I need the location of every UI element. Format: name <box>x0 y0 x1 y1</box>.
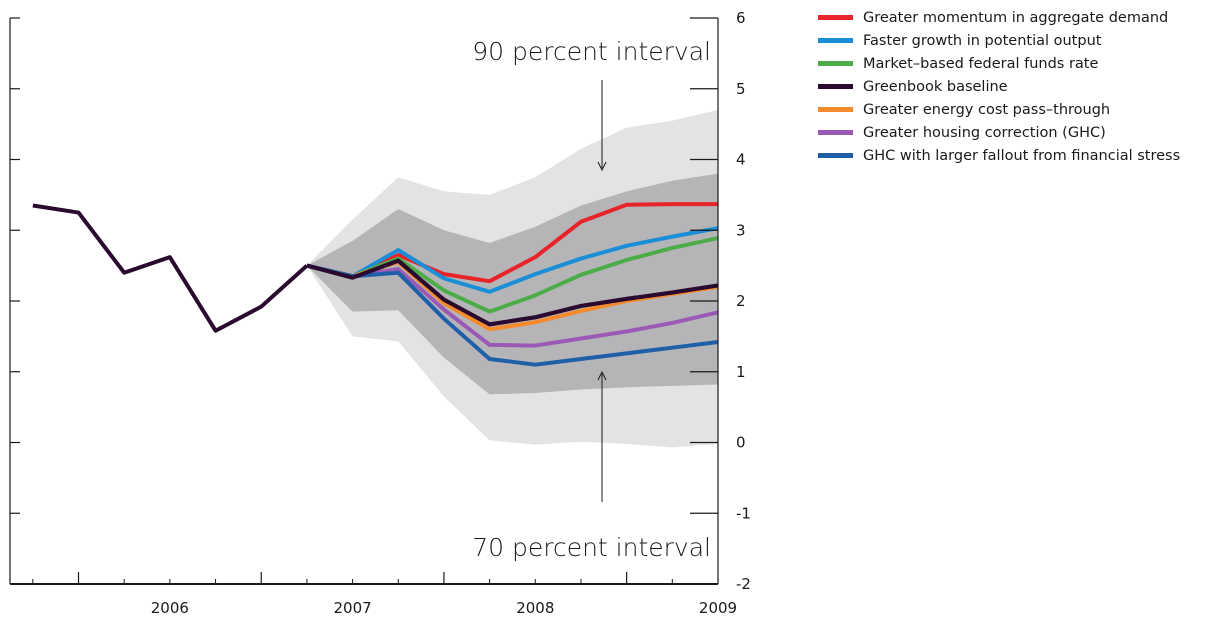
legend-swatch <box>818 153 853 158</box>
legend-item: Greater momentum in aggregate demand <box>818 6 1180 29</box>
annotation-70-percent: 70 percent interval <box>472 533 711 562</box>
y-tick-label: -1 <box>736 504 751 522</box>
y-tick-label: 1 <box>736 363 746 381</box>
series-line-ghc-with-larger-fallout-from-financial-stress <box>306 263 719 367</box>
legend-item: Greenbook baseline <box>818 75 1180 98</box>
legend-item: GHC with larger fallout from financial s… <box>818 144 1180 167</box>
y-tick-label: 6 <box>736 9 746 27</box>
x-tick-label: 2008 <box>516 599 554 617</box>
y-tick-label: 3 <box>736 221 746 239</box>
legend-item: Greater energy cost pass–through <box>818 98 1180 121</box>
legend-label: Faster growth in potential output <box>863 32 1102 49</box>
legend-item: Faster growth in potential output <box>818 29 1180 52</box>
history-line <box>32 203 309 333</box>
series-lines <box>32 202 719 367</box>
y-tick-label: 5 <box>736 80 746 98</box>
arrowhead-90-icon <box>597 161 607 172</box>
legend-swatch <box>818 107 853 112</box>
series-line-baseline-top <box>306 258 719 327</box>
y-tick-label: -2 <box>736 575 751 593</box>
legend-label: Market–based federal funds rate <box>863 55 1099 72</box>
legend-item: Market–based federal funds rate <box>818 52 1180 75</box>
legend-swatch <box>818 84 853 89</box>
legend-label: Greater housing correction (GHC) <box>863 124 1106 141</box>
legend-label: Greater momentum in aggregate demand <box>863 9 1169 26</box>
legend: Greater momentum in aggregate demand Fast… <box>818 6 1180 167</box>
x-tick-label: 2007 <box>333 599 371 617</box>
annotation-90-percent: 90 percent interval <box>472 37 711 66</box>
legend-swatch <box>818 130 853 135</box>
y-tick-label: 2 <box>736 292 746 310</box>
legend-swatch <box>818 38 853 43</box>
x-tick-label: 2006 <box>151 599 189 617</box>
legend-swatch <box>818 15 853 20</box>
legend-swatch <box>818 61 853 66</box>
legend-item: Greater housing correction (GHC) <box>818 121 1180 144</box>
y-tick-label: 0 <box>736 434 746 452</box>
axes: 6 5 4 3 2 1 0 -1 -2 2006 2007 2008 2009 <box>9 9 751 617</box>
legend-label: Greenbook baseline <box>863 78 1008 95</box>
x-tick-label: 2009 <box>699 599 737 617</box>
series-line-faster-growth-in-potential-output <box>306 226 719 294</box>
legend-label: Greater energy cost pass–through <box>863 101 1111 118</box>
arrowhead-70-icon <box>597 370 607 381</box>
y-tick-label: 4 <box>736 151 746 169</box>
legend-label: GHC with larger fallout from financial s… <box>863 147 1181 164</box>
interval-bands <box>306 109 718 448</box>
interval-annotations: 90 percent interval 70 percent interval <box>472 37 711 562</box>
